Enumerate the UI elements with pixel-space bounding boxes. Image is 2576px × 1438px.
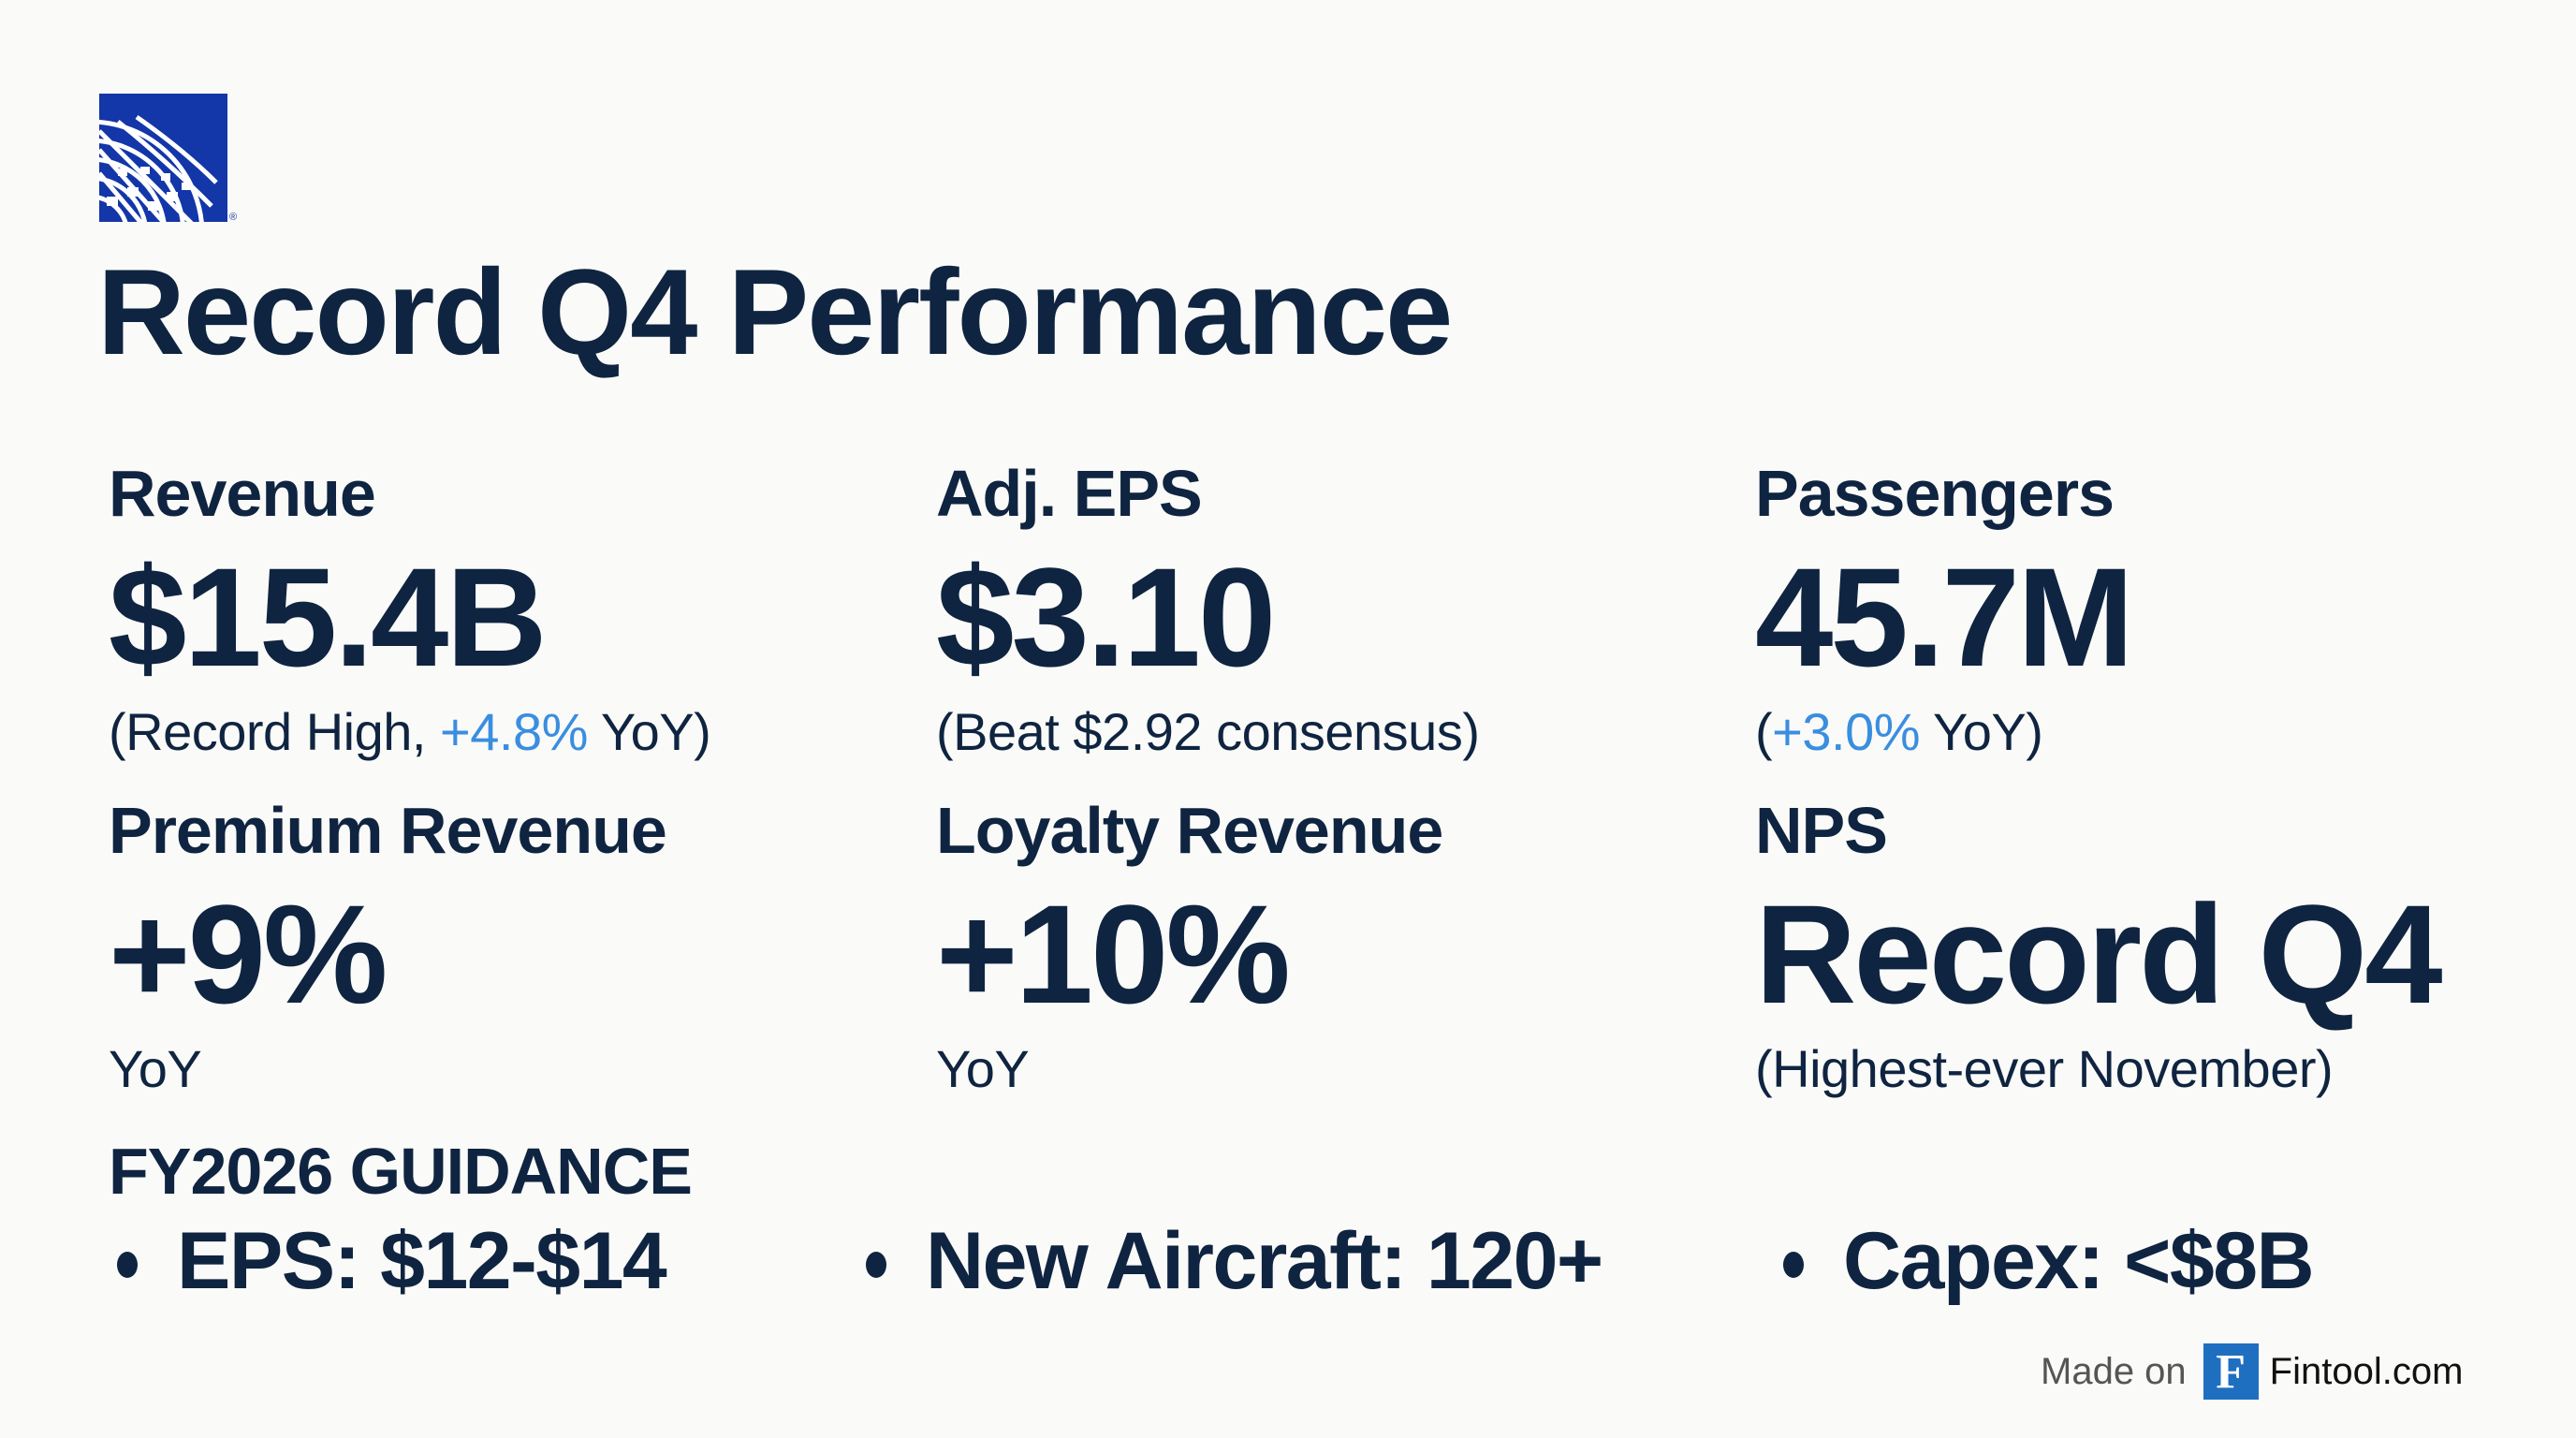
bullet-icon [117, 1252, 138, 1278]
metric-nps: NPS Record Q4 (Highest-ever November) [1755, 794, 2443, 1098]
metric-subtext: YoY [109, 1039, 202, 1098]
guidance-item-text: Capex: <$8B [1843, 1216, 2315, 1306]
metric-label: Adj. EPS [936, 457, 1203, 530]
metric-value: 45.7M [1755, 538, 2134, 696]
united-globe-logo [99, 94, 227, 222]
metric-subtext: YoY [936, 1039, 1030, 1098]
yoy-change: +3.0% [1772, 702, 1920, 761]
metric-label: NPS [1755, 794, 1888, 867]
metric-label: Loyalty Revenue [936, 794, 1443, 867]
metric-subtext: (+3.0% YoY) [1755, 706, 2131, 758]
guidance-item-eps: EPS: $12-$14 [117, 1216, 667, 1306]
yoy-change: +4.8% [440, 702, 588, 761]
metric-revenue: Revenue $15.4B (Record High, +4.8% YoY) [109, 457, 711, 758]
subtext-prefix: (Record High, [109, 702, 441, 761]
metric-subtext: (Beat $2.92 consensus) [936, 706, 1480, 758]
subtext-suffix: YoY) [587, 702, 711, 761]
metric-passengers: Passengers 45.7M (+3.0% YoY) [1755, 457, 2134, 758]
metric-subtext: (Highest-ever November) [1755, 1039, 2334, 1098]
metric-label: Premium Revenue [109, 794, 667, 867]
metric-loyalty-revenue: Loyalty Revenue +10% YoY [936, 794, 1443, 1098]
guidance-item-capex: Capex: <$8B [1783, 1216, 2315, 1306]
page-title: Record Q4 Performance [97, 243, 1453, 380]
subtext-prefix: ( [1755, 702, 1773, 761]
metric-value: +9% [109, 875, 388, 1033]
bullet-icon [866, 1252, 886, 1278]
guidance-item-aircraft: New Aircraft: 120+ [866, 1221, 1603, 1301]
subtext-suffix: YoY) [1920, 702, 2043, 761]
fintool-link[interactable]: Fintool.com [2269, 1350, 2464, 1392]
metric-value: $15.4B [109, 538, 548, 696]
metric-value: +10% [936, 875, 1291, 1033]
guidance-item-text: EPS: $12-$14 [177, 1216, 667, 1306]
metric-label: Revenue [109, 457, 376, 530]
metric-premium-revenue: Premium Revenue +9% YoY [109, 794, 667, 1098]
guidance-item-text: New Aircraft: 120+ [926, 1216, 1603, 1306]
fintool-attribution[interactable]: Made on F Fintool.com [2041, 1343, 2463, 1400]
registered-mark: ® [229, 212, 238, 223]
globe-logo-icon [99, 114, 218, 222]
made-on-text: Made on [2041, 1350, 2187, 1392]
metric-adj-eps: Adj. EPS $3.10 (Beat $2.92 consensus) [936, 457, 1480, 758]
subtext-prefix: (Beat $2.92 consensus) [936, 702, 1480, 761]
guidance-heading: FY2026 GUIDANCE [109, 1135, 693, 1208]
bullet-icon [1783, 1252, 1804, 1278]
fintool-logo-icon: F [2203, 1343, 2259, 1400]
metric-value: Record Q4 [1755, 875, 2443, 1033]
metric-subtext: (Record High, +4.8% YoY) [109, 706, 711, 758]
metric-value: $3.10 [936, 538, 1276, 696]
metric-label: Passengers [1755, 457, 2115, 530]
